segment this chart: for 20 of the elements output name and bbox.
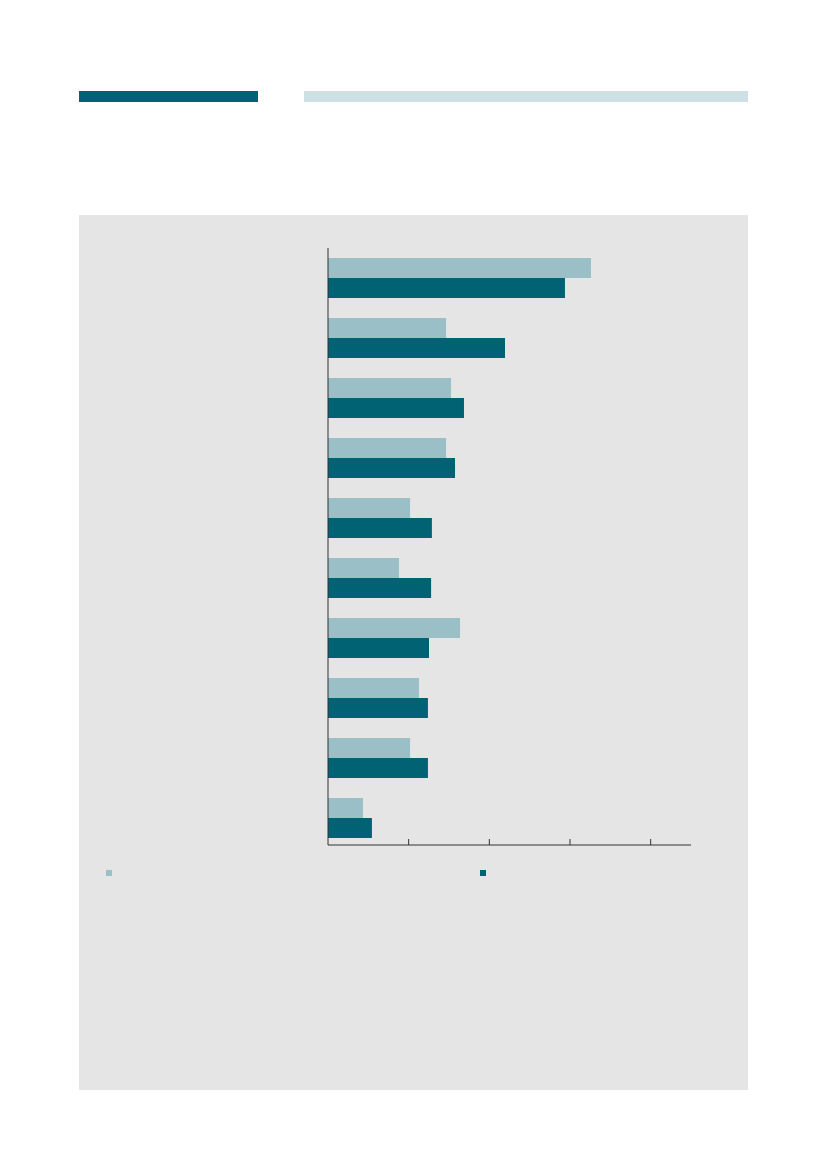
- bar: [328, 498, 411, 518]
- bar: [328, 458, 456, 478]
- bar: [328, 558, 400, 578]
- bar: [328, 398, 464, 418]
- bar: [328, 738, 411, 758]
- bar: [328, 698, 428, 718]
- bar: [328, 378, 452, 398]
- bar: [328, 438, 447, 458]
- bar: [328, 818, 372, 838]
- bar: [328, 518, 432, 538]
- bar: [328, 258, 591, 278]
- bar: [328, 278, 565, 298]
- bar: [328, 338, 505, 358]
- bar: [328, 318, 447, 338]
- bar: [328, 618, 461, 638]
- bar: [328, 578, 432, 598]
- bar: [328, 758, 428, 778]
- bar: [328, 638, 429, 658]
- bar: [328, 678, 419, 698]
- bar: [328, 798, 363, 818]
